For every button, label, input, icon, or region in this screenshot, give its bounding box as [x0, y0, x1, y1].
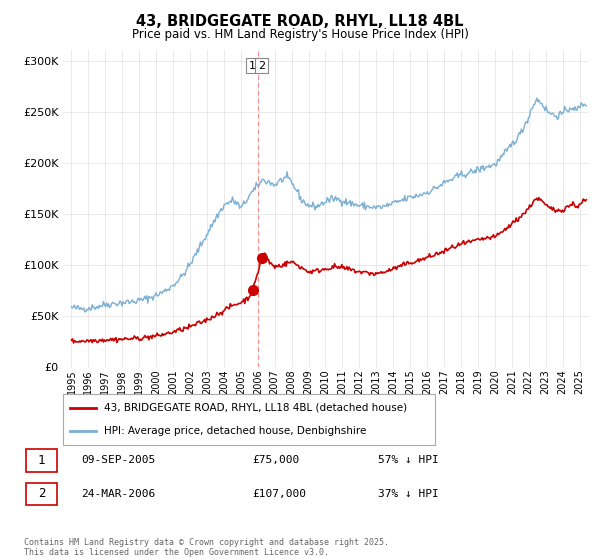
Text: 1: 1	[38, 454, 45, 467]
Text: 2: 2	[258, 60, 265, 71]
Text: Contains HM Land Registry data © Crown copyright and database right 2025.
This d: Contains HM Land Registry data © Crown c…	[24, 538, 389, 557]
Bar	[26, 449, 57, 472]
Text: 43, BRIDGEGATE ROAD, RHYL, LL18 4BL: 43, BRIDGEGATE ROAD, RHYL, LL18 4BL	[136, 14, 464, 29]
Text: 37% ↓ HPI: 37% ↓ HPI	[378, 489, 439, 499]
Text: 24-MAR-2006: 24-MAR-2006	[81, 489, 155, 499]
Text: Price paid vs. HM Land Registry's House Price Index (HPI): Price paid vs. HM Land Registry's House …	[131, 28, 469, 41]
Bar	[26, 483, 57, 505]
Text: 2: 2	[38, 487, 45, 501]
Text: 43, BRIDGEGATE ROAD, RHYL, LL18 4BL (detached house): 43, BRIDGEGATE ROAD, RHYL, LL18 4BL (det…	[104, 403, 407, 413]
Text: 09-SEP-2005: 09-SEP-2005	[81, 455, 155, 465]
Text: HPI: Average price, detached house, Denbighshire: HPI: Average price, detached house, Denb…	[104, 426, 366, 436]
Text: £75,000: £75,000	[252, 455, 299, 465]
Text: £107,000: £107,000	[252, 489, 306, 499]
Text: 1: 1	[249, 60, 256, 71]
Text: 57% ↓ HPI: 57% ↓ HPI	[378, 455, 439, 465]
